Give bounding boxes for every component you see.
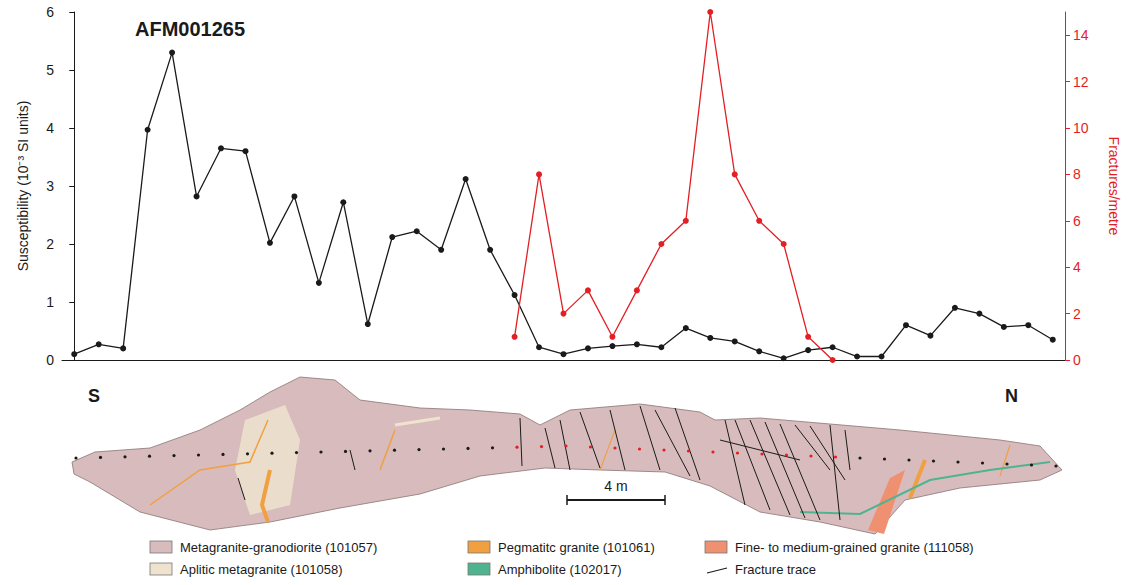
svg-text:1: 1 <box>46 294 54 310</box>
svg-text:4 m: 4 m <box>604 478 627 494</box>
svg-text:5: 5 <box>46 62 54 78</box>
svg-text:6: 6 <box>1073 213 1081 229</box>
svg-text:Aplitic metagranite (101058): Aplitic metagranite (101058) <box>180 562 343 577</box>
svg-text:14: 14 <box>1073 27 1089 43</box>
svg-text:Fracture trace: Fracture trace <box>735 562 816 577</box>
svg-text:0: 0 <box>1073 352 1081 368</box>
svg-text:Amphibolite (102017): Amphibolite (102017) <box>498 562 622 577</box>
svg-text:Metagranite-granodiorite (1010: Metagranite-granodiorite (101057) <box>180 540 377 555</box>
svg-text:8: 8 <box>1073 166 1081 182</box>
svg-text:6: 6 <box>46 4 54 20</box>
svg-text:4: 4 <box>1073 259 1081 275</box>
svg-text:10: 10 <box>1073 120 1089 136</box>
svg-text:3: 3 <box>46 178 54 194</box>
svg-text:2: 2 <box>1073 306 1081 322</box>
svg-text:0: 0 <box>46 352 54 368</box>
svg-text:4: 4 <box>46 120 54 136</box>
svg-text:N: N <box>1005 386 1018 406</box>
svg-text:AFM001265: AFM001265 <box>135 18 245 40</box>
svg-text:S: S <box>88 386 100 406</box>
svg-text:2: 2 <box>46 236 54 252</box>
svg-text:Susceptibility (10⁻³ SI units): Susceptibility (10⁻³ SI units) <box>15 101 31 272</box>
svg-text:12: 12 <box>1073 74 1089 90</box>
svg-text:Fine- to medium-grained granit: Fine- to medium-grained granite (111058) <box>735 540 974 555</box>
svg-text:Pegmatitc granite (101061): Pegmatitc granite (101061) <box>498 540 655 555</box>
svg-text:Fractures/metre: Fractures/metre <box>1106 137 1122 236</box>
